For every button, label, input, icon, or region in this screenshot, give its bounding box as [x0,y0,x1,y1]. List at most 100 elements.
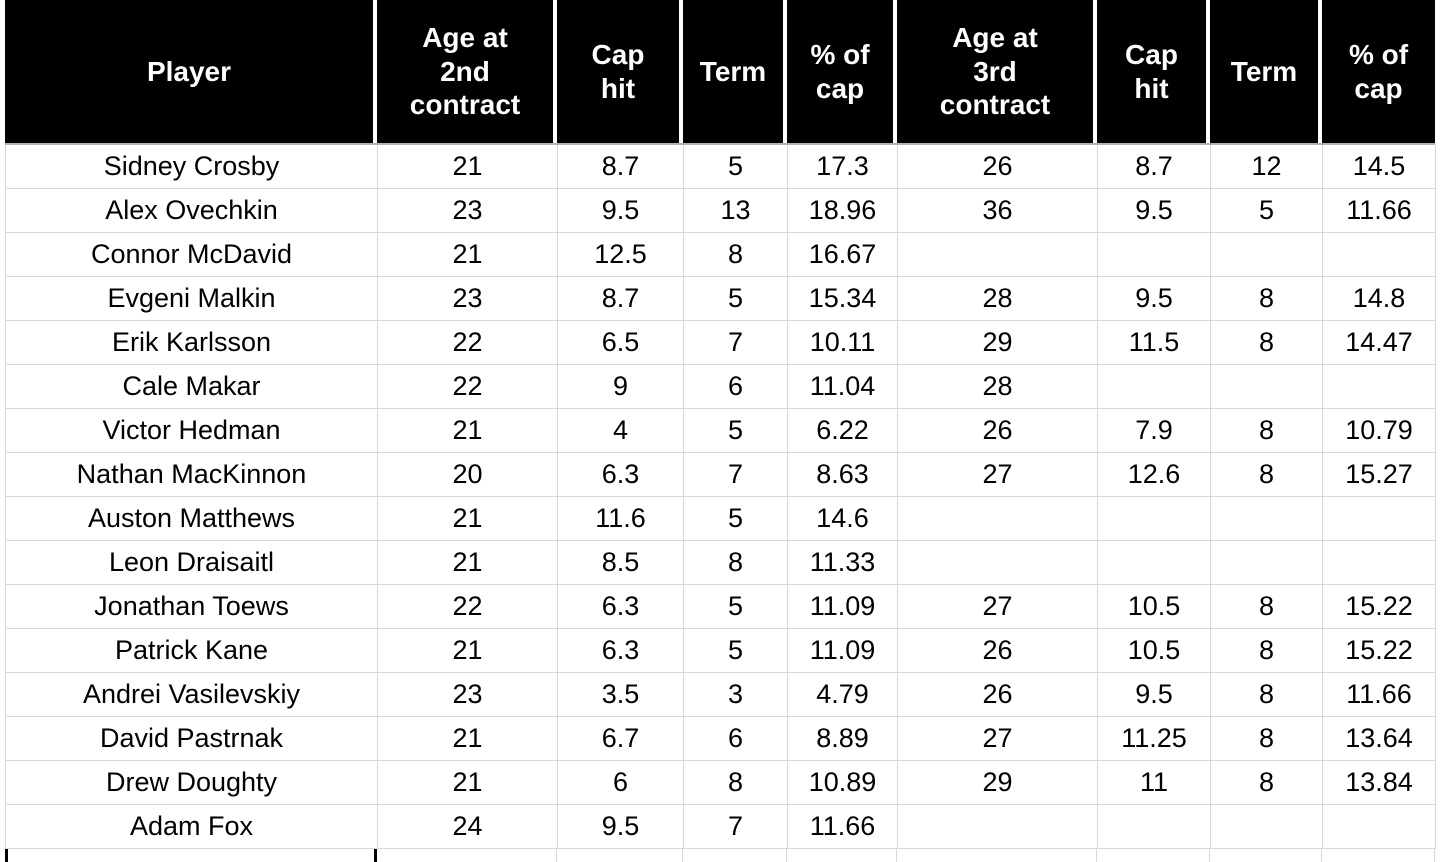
cell-age-2nd[interactable]: 23 [378,189,558,233]
cell-pct-cap-2nd[interactable]: 14.6 [788,497,898,541]
cell-cap-hit-2nd[interactable]: 9 [558,365,684,409]
cell-age-2nd[interactable]: 21 [378,409,558,453]
cell-pct-cap-3rd[interactable]: 15.22 [1323,585,1436,629]
cell-age-3rd[interactable]: 26 [898,409,1098,453]
cell-age-2nd[interactable]: 21 [378,145,558,189]
cell-term-2nd[interactable]: 3 [684,673,788,717]
cell-player[interactable]: Cale Makar [6,365,378,409]
cell-cap-hit-2nd[interactable]: 3.5 [558,673,684,717]
cell-age-2nd[interactable]: 21 [378,497,558,541]
cell-age-3rd[interactable] [898,805,1098,849]
cell-player[interactable]: David Pastrnak [6,717,378,761]
cell-player[interactable]: Andrei Vasilevskiy [6,673,378,717]
cell-pct-cap-2nd[interactable]: 17.3 [788,145,898,189]
cell-cap-hit-2nd[interactable]: 6 [558,761,684,805]
cell-cap-hit-2nd[interactable]: 6.7 [558,717,684,761]
cell-pct-cap-3rd[interactable]: 13.64 [1323,717,1436,761]
cell-player[interactable]: Patrick Kane [6,629,378,673]
cell-age-2nd[interactable]: 21 [378,629,558,673]
cell-player[interactable]: Sidney Crosby [6,145,378,189]
cell-cap-hit-2nd[interactable]: 8.7 [558,145,684,189]
cell-term-2nd[interactable]: 7 [684,453,788,497]
cell-term-3rd[interactable] [1211,497,1323,541]
cell-cap-hit-2nd[interactable]: 4 [558,409,684,453]
cell-age-2nd[interactable]: 22 [378,585,558,629]
cell-pct-cap-2nd[interactable]: 10.89 [788,761,898,805]
cell-term-2nd[interactable]: 7 [684,805,788,849]
cell-cap-hit-3rd[interactable]: 8.7 [1098,145,1211,189]
cell-cap-hit-3rd[interactable]: 10.5 [1098,629,1211,673]
cell-pct-cap-2nd[interactable]: 11.04 [788,365,898,409]
cell-age-2nd[interactable]: 22 [378,365,558,409]
cell-player[interactable]: Alex Ovechkin [6,189,378,233]
cell-cap-hit-3rd[interactable]: 9.5 [1098,277,1211,321]
cell-age-3rd[interactable] [898,497,1098,541]
cell-term-3rd[interactable] [1211,541,1323,585]
cell-term-2nd[interactable]: 5 [684,277,788,321]
cell-term-3rd[interactable] [1211,365,1323,409]
cell-term-3rd[interactable]: 5 [1211,189,1323,233]
cell-pct-cap-2nd[interactable]: 11.09 [788,585,898,629]
cell-term-2nd[interactable]: 8 [684,233,788,277]
cell-pct-cap-2nd[interactable]: 8.89 [788,717,898,761]
cell-pct-cap-3rd[interactable] [1323,805,1436,849]
cell-pct-cap-3rd[interactable]: 14.5 [1323,145,1436,189]
cell-player[interactable]: Auston Matthews [6,497,378,541]
cell-term-3rd[interactable] [1211,805,1323,849]
cell-age-3rd[interactable]: 26 [898,145,1098,189]
header-cell-term-2nd[interactable]: Term [683,0,787,143]
cell-pct-cap-3rd[interactable]: 15.27 [1323,453,1436,497]
cell-age-3rd[interactable]: 26 [898,629,1098,673]
cell-term-3rd[interactable]: 8 [1211,673,1323,717]
cell-age-2nd[interactable]: 23 [378,673,558,717]
cell-term-3rd[interactable]: 8 [1211,717,1323,761]
cell-pct-cap-2nd[interactable]: 18.96 [788,189,898,233]
cell-pct-cap-3rd[interactable]: 11.66 [1323,673,1436,717]
cell-cap-hit-2nd[interactable]: 6.3 [558,453,684,497]
cell-player[interactable]: Jonathan Toews [6,585,378,629]
cell-cap-hit-3rd[interactable]: 10.5 [1098,585,1211,629]
cell-age-3rd[interactable]: 29 [898,321,1098,365]
cell-term-2nd[interactable]: 6 [684,365,788,409]
cell-pct-cap-3rd[interactable] [1323,365,1436,409]
cell-cap-hit-3rd[interactable]: 12.6 [1098,453,1211,497]
cell-cap-hit-2nd[interactable]: 9.5 [558,805,684,849]
cell[interactable] [5,849,377,862]
cell-pct-cap-3rd[interactable]: 10.79 [1323,409,1436,453]
cell-pct-cap-2nd[interactable]: 16.67 [788,233,898,277]
header-cell-pct-cap-2nd[interactable]: % of cap [787,0,897,143]
cell-cap-hit-3rd[interactable]: 9.5 [1098,673,1211,717]
cell-term-3rd[interactable]: 8 [1211,409,1323,453]
cell-term-2nd[interactable]: 7 [684,321,788,365]
cell-player[interactable]: Nathan MacKinnon [6,453,378,497]
cell-cap-hit-3rd[interactable] [1098,805,1211,849]
cell-age-3rd[interactable] [898,233,1098,277]
header-cell-term-3rd[interactable]: Term [1210,0,1322,143]
header-cell-cap-hit-3rd[interactable]: Cap hit [1097,0,1210,143]
cell-term-2nd[interactable]: 5 [684,585,788,629]
cell-pct-cap-3rd[interactable] [1323,233,1436,277]
cell-cap-hit-2nd[interactable]: 6.3 [558,585,684,629]
cell-age-2nd[interactable]: 22 [378,321,558,365]
cell-age-2nd[interactable]: 21 [378,541,558,585]
cell-age-2nd[interactable]: 21 [378,717,558,761]
cell-age-3rd[interactable]: 36 [898,189,1098,233]
cell-term-3rd[interactable] [1211,233,1323,277]
cell-pct-cap-2nd[interactable]: 6.22 [788,409,898,453]
cell-age-3rd[interactable]: 28 [898,365,1098,409]
header-cell-pct-cap-3rd[interactable]: % of cap [1322,0,1435,143]
cell-cap-hit-3rd[interactable]: 9.5 [1098,189,1211,233]
cell-player[interactable]: Erik Karlsson [6,321,378,365]
cell[interactable] [1210,849,1322,862]
header-cell-cap-hit-2nd[interactable]: Cap hit [557,0,683,143]
cell[interactable] [1322,849,1435,862]
cell-age-2nd[interactable]: 23 [378,277,558,321]
cell-pct-cap-2nd[interactable]: 8.63 [788,453,898,497]
cell-pct-cap-2nd[interactable]: 10.11 [788,321,898,365]
cell-player[interactable]: Drew Doughty [6,761,378,805]
cell-cap-hit-3rd[interactable]: 11.25 [1098,717,1211,761]
cell-cap-hit-3rd[interactable] [1098,365,1211,409]
header-cell-player[interactable]: Player [5,0,377,143]
header-cell-age-3rd[interactable]: Age at 3rd contract [897,0,1097,143]
cell-pct-cap-2nd[interactable]: 4.79 [788,673,898,717]
